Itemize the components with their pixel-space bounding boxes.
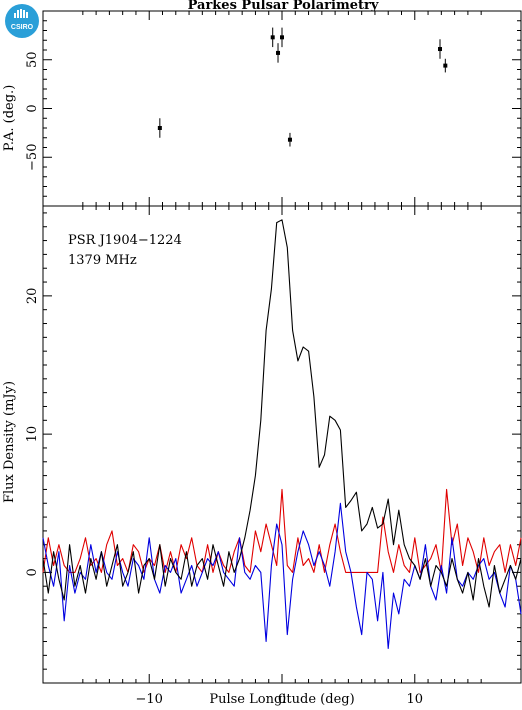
pa-point	[287, 137, 292, 142]
csiro-logo: CSIRO	[5, 4, 39, 38]
pa-point	[280, 35, 284, 40]
flux-axis-ticks: −10 0 10 0 10 20	[25, 206, 521, 707]
pa-y-tick-label: 0	[25, 104, 40, 112]
flux-circular-pol-line	[42, 502, 522, 649]
pa-ylabel: P.A. (deg.)	[2, 85, 17, 152]
flux-ylabel: Flux Density (mJy)	[2, 381, 17, 503]
pa-point	[443, 63, 448, 68]
flux-x-tick-label: −10	[136, 692, 163, 707]
frequency-annotation: 1379 MHz	[68, 253, 137, 268]
pa-y-tick-label: −50	[25, 144, 40, 171]
flux-total-intensity-line	[42, 219, 522, 608]
pa-y-tick-label: 50	[25, 51, 40, 68]
csiro-logo-mark	[14, 9, 28, 18]
csiro-logo-text: CSIRO	[11, 24, 34, 31]
x-axis-label: Pulse Longitude (deg)	[209, 692, 354, 707]
pa-points	[157, 27, 448, 147]
flux-series-group	[42, 219, 522, 649]
flux-y-tick-label: 10	[25, 426, 40, 443]
psr-name-annotation: PSR J1904−1224	[68, 233, 182, 248]
pa-point	[270, 35, 275, 40]
pa-axis-ticks: −50 0 50	[25, 11, 521, 206]
flux-panel-frame	[42, 205, 522, 684]
csiro-logo-badge	[5, 4, 39, 38]
pa-point	[438, 47, 443, 52]
chart-title: Parkes Pulsar Polarimetry	[188, 0, 379, 13]
flux-x-tick-label: 10	[407, 692, 424, 707]
flux-y-tick-label: 20	[25, 288, 40, 305]
pa-point	[276, 50, 281, 55]
pa-point	[157, 126, 162, 130]
flux-x-tick-label: 0	[278, 692, 286, 707]
flux-y-tick-label: 0	[25, 568, 40, 576]
